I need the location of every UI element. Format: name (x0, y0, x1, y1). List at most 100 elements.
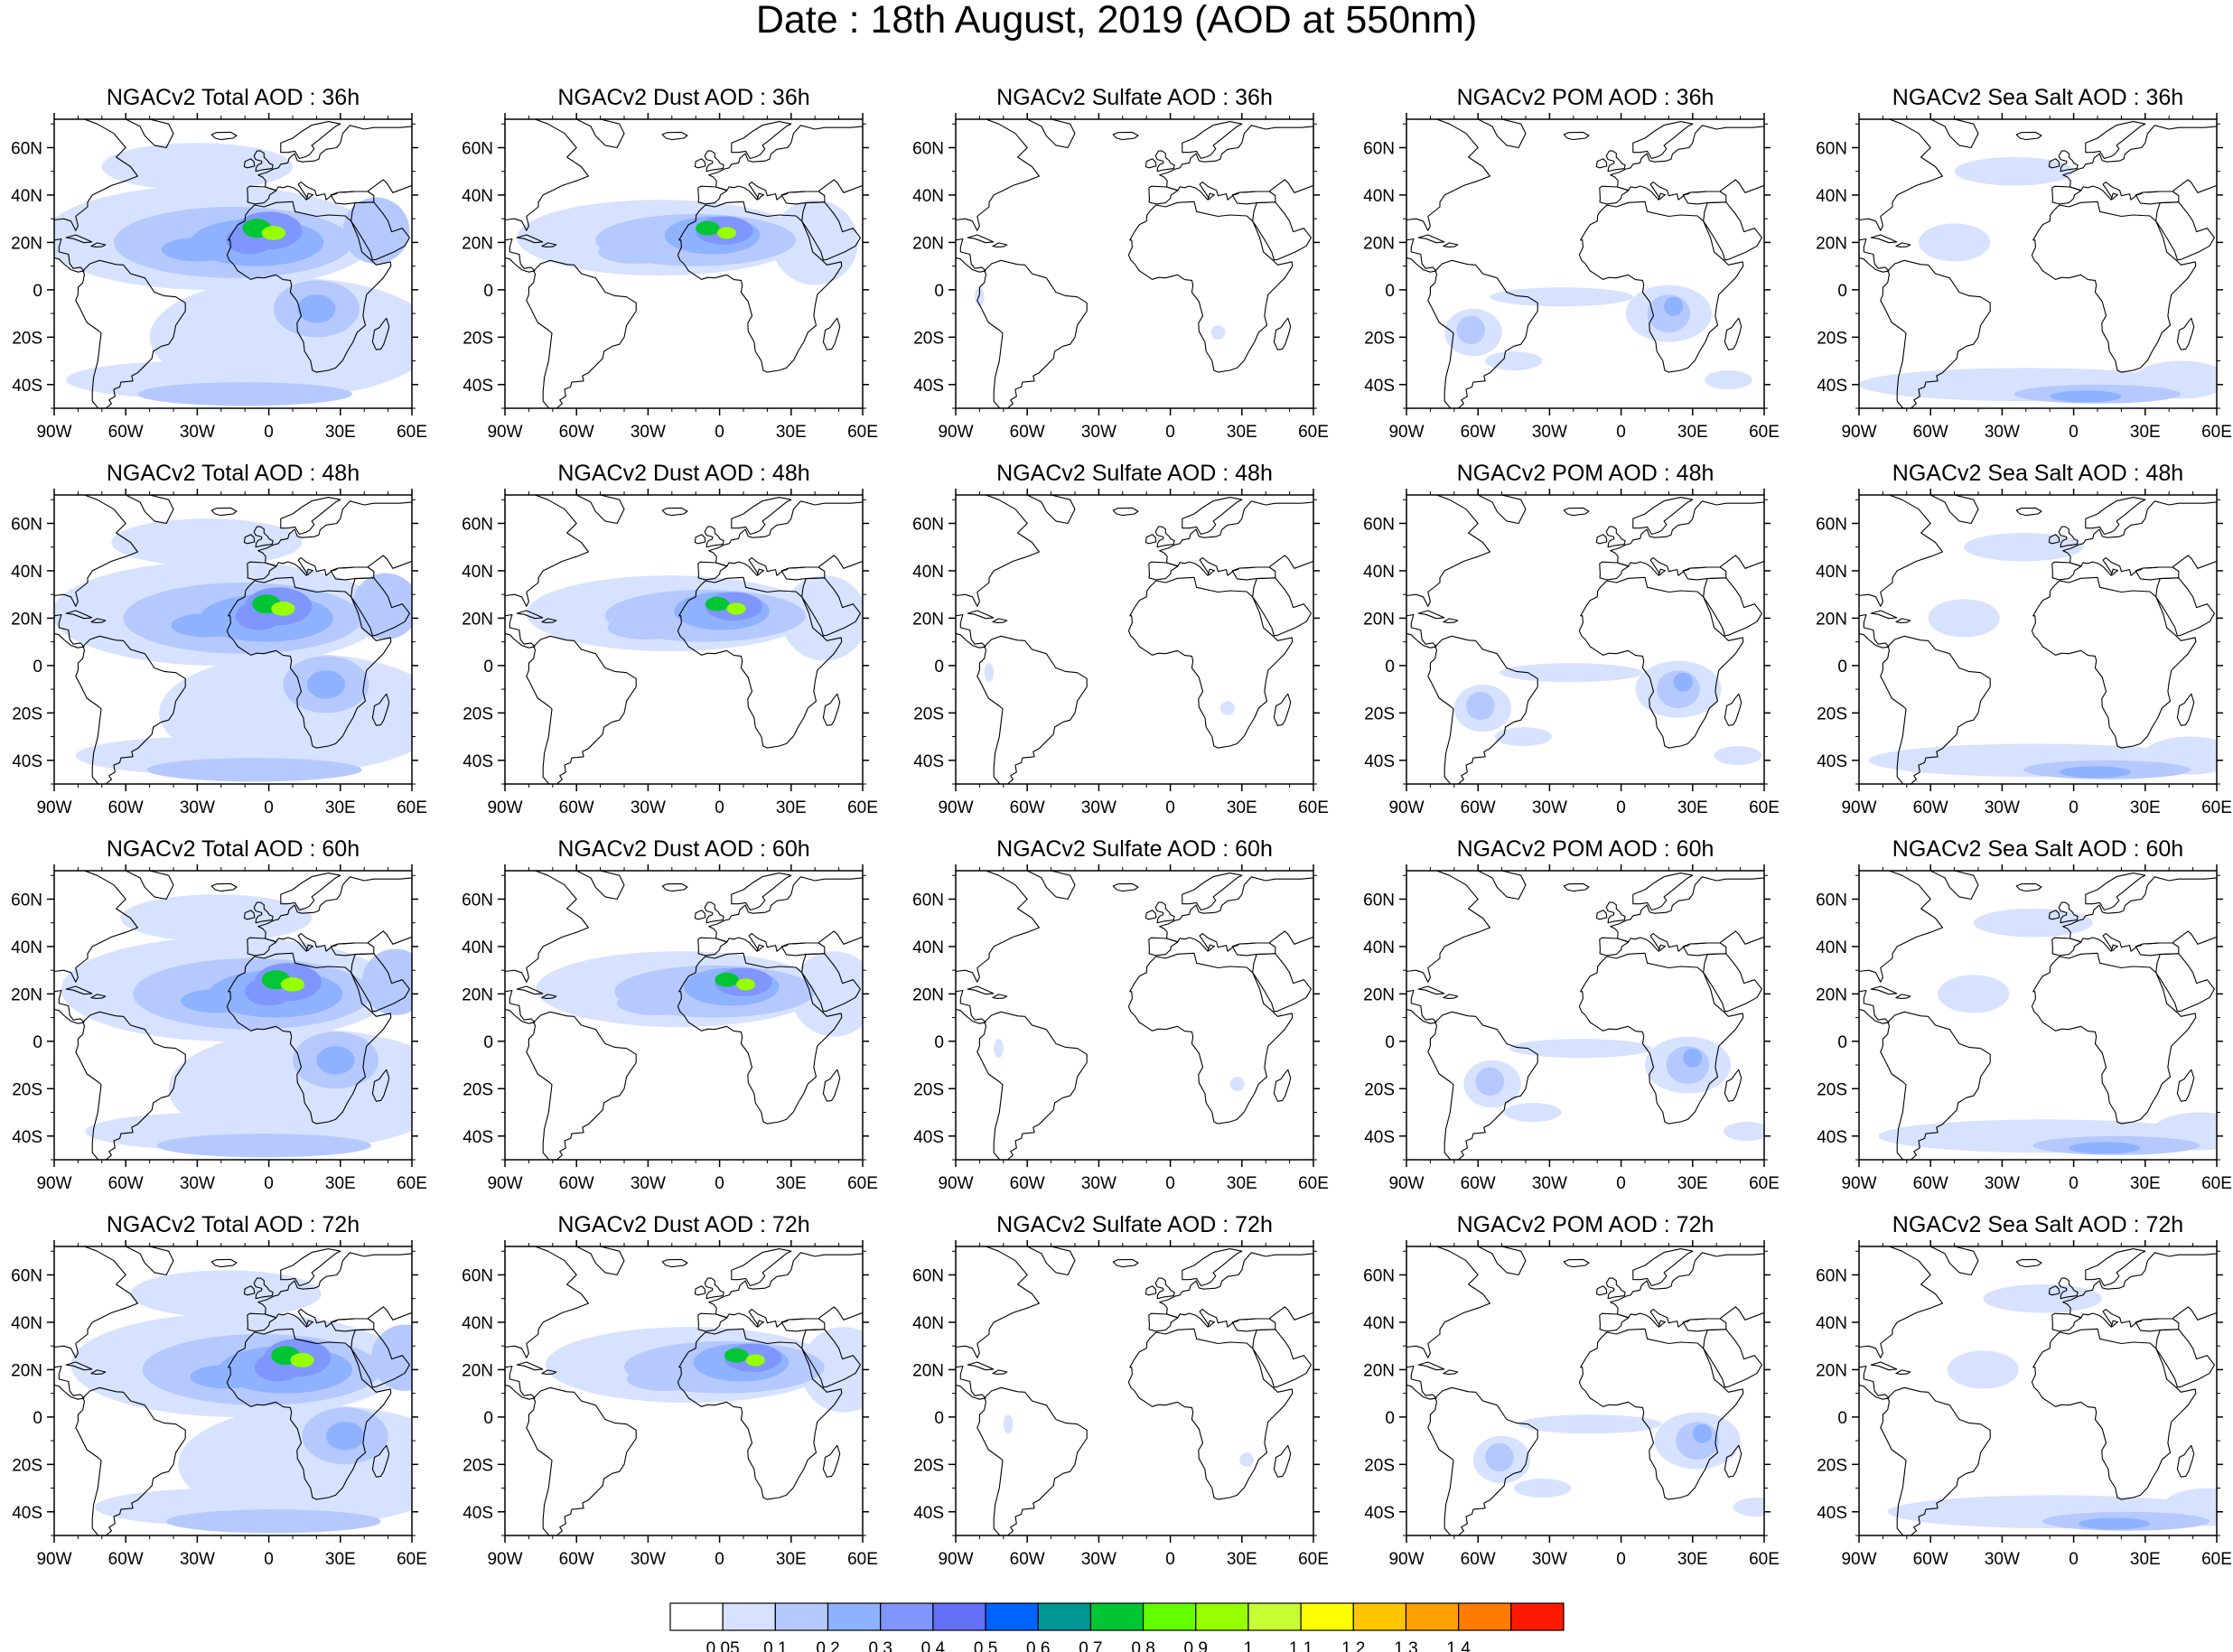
coastline (253, 150, 274, 173)
coastline (2015, 882, 2042, 892)
x-tick-label: 60W (1461, 1174, 1496, 1193)
y-tick-label: 20N (912, 234, 944, 253)
coastline (1427, 1011, 1538, 1160)
y-tick-label: 20N (1363, 1361, 1395, 1380)
x-tick-label: 30E (776, 798, 807, 817)
y-tick-label: 40S (1364, 377, 1395, 396)
y-tick-label: 40N (462, 563, 493, 582)
x-tick-label: 90W (487, 423, 522, 442)
coastline (697, 937, 728, 957)
y-tick-label: 20N (11, 234, 42, 253)
coastline (541, 1369, 557, 1375)
coastline (1127, 1328, 1294, 1500)
x-tick-label: 60W (1010, 1550, 1045, 1569)
coastline (1427, 1386, 1538, 1535)
coastline (822, 317, 841, 350)
map-frame (53, 1246, 413, 1536)
coastline (1880, 1011, 1991, 1160)
x-tick-label: 0 (264, 1174, 274, 1193)
coastline (1899, 871, 1979, 901)
y-tick-label: 40S (1817, 1504, 1847, 1523)
x-tick-label: 30E (325, 798, 356, 817)
colorbar-swatch (1510, 1602, 1565, 1631)
coastline (1406, 613, 1437, 649)
x-tick-label: 30E (2130, 1550, 2161, 1569)
map-panel: 90W 60W 30W 0 30E 60E 60N 40N 20N 0 20S 40S NGACv2 S… (1816, 1212, 2232, 1569)
coastline (505, 495, 589, 607)
aod-field-patch (130, 1270, 322, 1318)
coastline (1231, 191, 1276, 205)
coastline (65, 610, 93, 620)
coastline (243, 158, 256, 169)
aod-field-patch (2038, 289, 2157, 338)
coastline (992, 994, 1008, 999)
coastline (2048, 1285, 2060, 1296)
coastline (2048, 534, 2060, 545)
x-tick-label: 60W (1461, 798, 1496, 817)
y-tick-label: 60N (11, 891, 42, 910)
page-title: Date : 18th August, 2019 (AOD at 550nm) (755, 0, 1478, 42)
coastline (2031, 1328, 2197, 1500)
coastline (694, 158, 706, 169)
map-frame (1406, 1246, 1765, 1536)
coastline (243, 910, 256, 920)
x-tick-label: 0 (715, 1550, 724, 1569)
y-tick-label: 20N (462, 985, 493, 1004)
colorbar-swatch (827, 1602, 882, 1631)
coastline (1427, 259, 1538, 408)
y-tick-label: 0 (483, 1409, 493, 1428)
coastline (1859, 238, 1890, 273)
coastline (2058, 526, 2079, 548)
coastline (1859, 989, 1890, 1024)
coastline (1563, 507, 1590, 517)
coastline (995, 495, 1076, 525)
coastline (1154, 1277, 1175, 1300)
aod-field-patch (1220, 701, 1235, 715)
aod-field-patch (1475, 1067, 1505, 1097)
y-tick-label: 20N (1816, 234, 1847, 253)
map-panel: 90W 60W 30W 0 30E 60E 60N 40N 20N 0 20S 40S NGACv2 T… (11, 1212, 427, 1569)
coastline (253, 526, 274, 548)
coastline (1427, 635, 1538, 784)
coastline (1610, 876, 1764, 952)
map-panel: 90W 60W 30W 0 30E 60E 60N 40N 20N 0 20S 40S NGACv2 P… (1363, 461, 1780, 817)
x-tick-label: 60W (1913, 1550, 1948, 1569)
coastline (526, 259, 637, 408)
aod-field-patch (745, 1354, 765, 1367)
x-tick-label: 90W (938, 1550, 973, 1569)
x-tick-label: 30E (1677, 1174, 1708, 1193)
x-tick-label: 90W (36, 1550, 71, 1569)
map-frame (53, 118, 413, 409)
x-tick-label: 30E (1677, 798, 1708, 817)
x-tick-label: 30W (1081, 798, 1116, 817)
coastline (280, 121, 341, 160)
x-tick-label: 60E (847, 1174, 878, 1193)
aod-field-patch (1494, 727, 1553, 747)
aod-field-patch (101, 143, 294, 191)
coastline (1859, 1365, 1890, 1400)
coastline (371, 693, 390, 726)
coastline (1446, 495, 1527, 525)
x-tick-label: 30E (776, 1550, 807, 1569)
panel-title: NGACv2 Sea Salt AOD : 60h (1892, 836, 2183, 862)
coastline (956, 871, 1040, 983)
coastline (516, 985, 544, 995)
x-tick-label: 30W (1532, 423, 1567, 442)
panel-title: NGACv2 Total AOD : 72h (107, 1212, 360, 1237)
y-tick-label: 60N (11, 139, 42, 158)
coastline (54, 1246, 138, 1358)
coastline (1145, 534, 1157, 545)
aod-field-patch (1518, 1414, 1662, 1434)
colorbar-label: 1.3 (1394, 1639, 1417, 1652)
coastline (1417, 985, 1445, 995)
y-tick-label: 60N (1816, 891, 1847, 910)
coastline (253, 901, 274, 924)
y-tick-label: 0 (1837, 1033, 1847, 1052)
coastline (210, 1258, 238, 1268)
y-tick-label: 60N (1363, 515, 1395, 534)
coastline (226, 952, 392, 1125)
x-tick-label: 30W (180, 1550, 215, 1569)
coastline (1605, 150, 1626, 173)
y-tick-label: 40S (462, 1504, 493, 1523)
coastline (708, 500, 863, 576)
